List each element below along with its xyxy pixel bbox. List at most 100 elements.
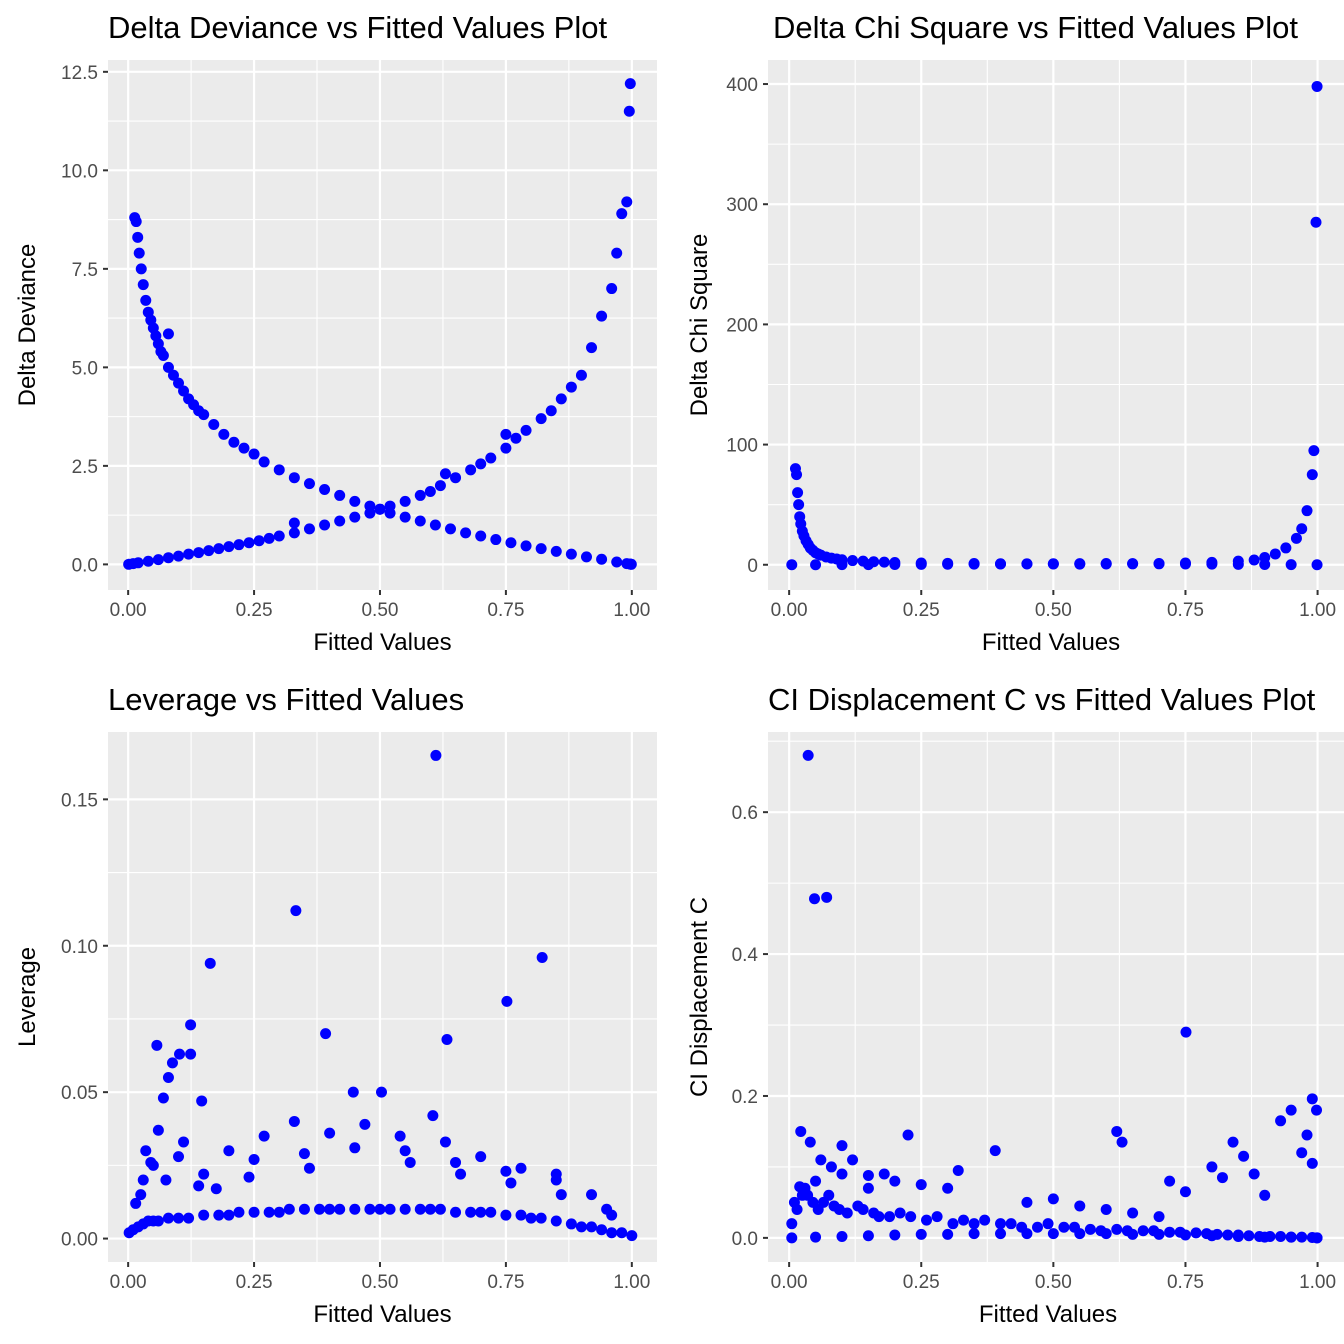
data-point	[1127, 558, 1139, 570]
data-point	[810, 1175, 822, 1187]
data-point	[791, 469, 803, 481]
data-point	[624, 78, 636, 90]
data-point	[500, 428, 512, 440]
data-point	[942, 1228, 954, 1240]
data-point	[878, 1168, 890, 1180]
data-point	[611, 556, 623, 568]
data-point	[836, 559, 848, 571]
data-point	[794, 1181, 806, 1193]
data-point	[243, 537, 255, 549]
x-axis-label: Fitted Values	[313, 629, 451, 656]
data-point	[979, 1214, 991, 1226]
data-point	[586, 342, 598, 354]
data-point	[792, 487, 804, 499]
data-point	[1206, 558, 1218, 570]
data-point	[238, 442, 250, 454]
data-point	[1100, 1203, 1112, 1215]
x-tick-label: 0.25	[903, 1272, 940, 1293]
data-point	[921, 1214, 933, 1226]
data-point	[324, 1203, 336, 1215]
y-tick-label: 5.0	[72, 358, 98, 379]
data-point	[1164, 1175, 1176, 1187]
data-point	[878, 556, 890, 568]
x-tick-label: 1.00	[613, 600, 650, 621]
data-point	[253, 535, 265, 547]
y-tick-label: 2.5	[72, 457, 98, 478]
x-tick-label: 0.00	[110, 600, 147, 621]
data-point	[596, 553, 608, 565]
y-tick-label: 7.5	[72, 260, 98, 281]
data-point	[233, 1206, 245, 1218]
data-point	[243, 1171, 255, 1183]
y-tick-label: 0.0	[72, 555, 98, 576]
data-point	[162, 552, 174, 564]
data-point	[213, 543, 225, 555]
data-point	[1047, 1193, 1059, 1205]
data-point	[1179, 1229, 1191, 1241]
data-point	[1137, 1225, 1149, 1237]
panel-title: Leverage vs Fitted Values	[108, 682, 464, 717]
data-point	[1074, 558, 1086, 570]
data-point	[162, 361, 174, 373]
data-point	[1216, 1172, 1228, 1184]
data-point	[218, 428, 230, 440]
data-point	[162, 1212, 174, 1224]
y-tick-label: 0.0	[732, 1229, 758, 1250]
data-point	[1074, 1228, 1086, 1240]
data-point	[586, 1221, 598, 1233]
data-point	[434, 1203, 446, 1215]
data-point	[185, 1019, 197, 1031]
data-point	[1290, 532, 1302, 544]
data-point	[1074, 1200, 1086, 1212]
data-point	[575, 369, 587, 381]
data-point	[183, 1212, 195, 1224]
data-point	[550, 1174, 562, 1186]
y-axis-label: Delta Deviance	[14, 244, 41, 407]
data-point	[334, 515, 346, 527]
data-point	[1275, 1115, 1287, 1127]
data-point	[349, 1142, 361, 1154]
data-point	[942, 558, 954, 570]
x-tick-label: 0.75	[1167, 600, 1204, 621]
data-point	[1058, 1221, 1070, 1233]
data-point	[611, 247, 623, 259]
data-point	[1311, 559, 1323, 571]
data-point	[223, 1209, 235, 1221]
data-point	[196, 1095, 208, 1107]
x-tick-label: 1.00	[1299, 600, 1336, 621]
data-point	[786, 559, 798, 571]
data-point	[439, 468, 451, 480]
data-point	[183, 548, 195, 560]
data-point	[1021, 1196, 1033, 1208]
data-point	[1306, 1157, 1318, 1169]
y-tick-label: 12.5	[61, 63, 98, 84]
data-point	[786, 1232, 798, 1244]
data-point	[455, 1168, 467, 1180]
data-point	[1084, 1223, 1096, 1235]
data-point	[1269, 548, 1281, 560]
data-point	[1111, 1125, 1123, 1137]
data-point	[475, 1206, 487, 1218]
data-point	[1100, 1228, 1112, 1240]
x-tick-label: 0.75	[1167, 1272, 1204, 1293]
data-point	[606, 1209, 618, 1221]
data-point	[424, 1203, 436, 1215]
x-tick-label: 0.50	[1035, 600, 1072, 621]
data-point	[1042, 1218, 1054, 1230]
data-point	[545, 405, 557, 417]
data-point	[505, 1177, 517, 1189]
data-point	[1021, 1228, 1033, 1240]
data-point	[140, 294, 152, 306]
data-point	[596, 310, 608, 322]
panel-title: Delta Deviance vs Fitted Values Plot	[108, 10, 607, 45]
y-tick-label: 0.15	[61, 790, 98, 811]
data-point	[152, 1124, 164, 1136]
data-point	[137, 279, 149, 291]
data-point	[204, 957, 216, 969]
data-point	[298, 1148, 310, 1160]
data-point	[142, 555, 154, 567]
data-point	[384, 1203, 396, 1215]
data-point	[375, 1086, 387, 1098]
data-point	[1206, 1161, 1218, 1173]
data-point	[1047, 1228, 1059, 1240]
